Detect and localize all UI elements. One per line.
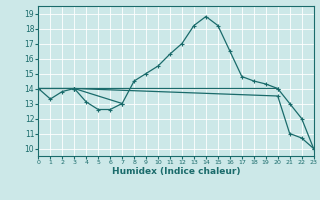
X-axis label: Humidex (Indice chaleur): Humidex (Indice chaleur) <box>112 167 240 176</box>
